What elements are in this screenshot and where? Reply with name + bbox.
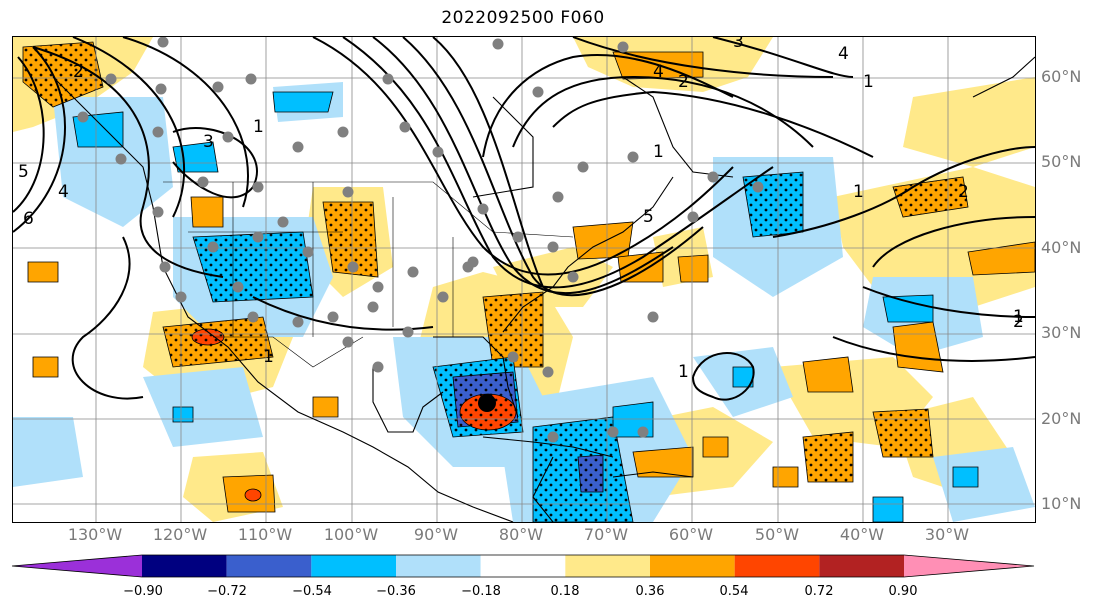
colorbar-tick-label: 0.72: [804, 584, 834, 599]
contour-label: 3: [733, 37, 744, 52]
map-panel: 6 5 4 3 2 1 3 1 4 2 4 5 1 1 2 1 1 1 2: [12, 36, 1036, 523]
colorbar-tick-label: −0.18: [461, 584, 501, 599]
colorbar-bin: [650, 555, 735, 577]
colorbar-tick-label: −0.90: [123, 584, 163, 599]
latitude-label: 10°N: [1041, 494, 1082, 513]
longitude-label: 100°W: [323, 525, 379, 544]
latitude-label: 50°N: [1041, 152, 1082, 171]
colorbar-outline: [11, 554, 1035, 578]
contour-label: 1: [1013, 307, 1024, 327]
colorbar-bin: [734, 555, 820, 577]
contour-label: 1: [678, 362, 689, 382]
graticule: [13, 37, 1035, 522]
latitude-label: 30°N: [1041, 323, 1082, 342]
coastlines: [52, 56, 1035, 522]
colorbar: [11, 554, 1035, 578]
station-markers: [77, 37, 764, 443]
contour-label: 5: [18, 162, 29, 182]
colorbar-tick-label: 0.54: [719, 584, 749, 599]
latitude-label: 60°N: [1041, 67, 1082, 86]
contour-label: 4: [653, 62, 664, 82]
longitude-label: 120°W: [152, 525, 208, 544]
contour-label: 6: [23, 209, 34, 229]
contour-label: 5: [643, 207, 654, 227]
longitude-label: 80°W: [498, 525, 544, 544]
contour-label: 1: [863, 72, 874, 92]
contour-label: 1: [263, 347, 274, 367]
longitude-label: 60°W: [668, 525, 714, 544]
colorbar-bin: [480, 555, 566, 577]
colorbar-tick-label: 0.36: [635, 584, 665, 599]
contour-lines: [13, 37, 1035, 401]
longitude-label: 90°W: [413, 525, 459, 544]
colorbar-tick-label: 0.90: [888, 584, 918, 599]
colorbar-tick-label: −0.36: [376, 584, 416, 599]
colorbar-tick-label: −0.72: [207, 584, 247, 599]
colorbar-bin: [819, 555, 904, 577]
colorbar-bin: [311, 555, 396, 577]
borders: [163, 181, 574, 368]
colorbar-bin: [12, 555, 142, 577]
latitude-label: 20°N: [1041, 409, 1082, 428]
colorbar-bin: [226, 555, 312, 577]
storm-center-marker: [478, 394, 496, 412]
colorbar-bin: [565, 555, 650, 577]
colorbar-bin: [396, 555, 481, 577]
longitude-label: 130°W: [67, 525, 123, 544]
contour-label: 4: [838, 44, 849, 64]
longitude-label: 50°W: [754, 525, 800, 544]
colorbar-bin: [904, 555, 1034, 577]
colorbar-bin: [142, 555, 227, 577]
contour-label: 2: [1013, 312, 1024, 332]
contour-label: 4: [58, 182, 69, 202]
contour-label: 3: [203, 132, 214, 152]
significance-stippling: [23, 42, 968, 522]
longitude-label: 70°W: [583, 525, 629, 544]
contour-label-group: 6 5 4 3 2 1 3 1 4 2 4 5 1 1 2 1 1 1 2: [18, 37, 1024, 382]
contour-label: 2: [678, 72, 689, 92]
longitude-label: 110°W: [237, 525, 293, 544]
contour-label: 1: [653, 142, 664, 162]
colorbar-tick-label: 0.18: [550, 584, 580, 599]
longitude-label: 30°W: [924, 525, 970, 544]
colorbar-tick-label: −0.54: [292, 584, 332, 599]
contour-label: 1: [253, 117, 264, 137]
contour-label: 2: [958, 182, 969, 202]
contour-label: 1: [853, 182, 864, 202]
contour-label: 2: [73, 62, 84, 82]
map-title: 2022092500 F060: [441, 8, 605, 28]
latitude-label: 40°N: [1041, 238, 1082, 257]
longitude-label: 40°W: [839, 525, 885, 544]
